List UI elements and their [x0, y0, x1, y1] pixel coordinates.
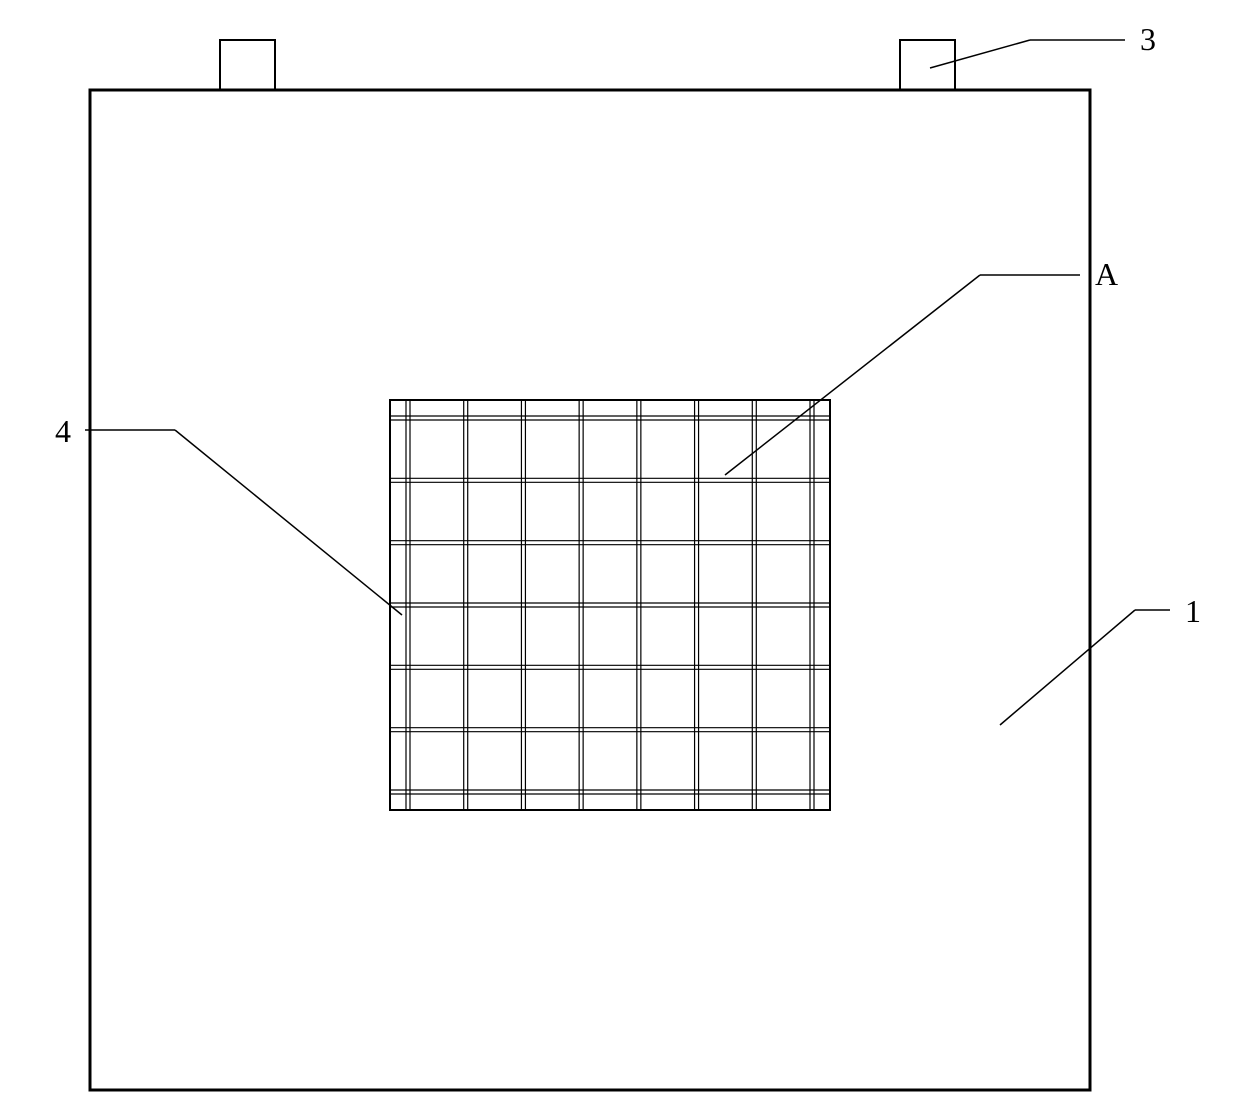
- leader-diagonal: [930, 40, 1030, 68]
- callout-label-1: 1: [1185, 593, 1201, 629]
- terminal-right: [900, 40, 955, 90]
- leader-diagonal: [725, 275, 980, 475]
- grid-panel: [390, 400, 830, 810]
- callout-1: 1: [1000, 593, 1201, 725]
- callout-3: 3: [930, 21, 1156, 68]
- callout-4: 4: [55, 413, 402, 615]
- main-body: [90, 90, 1090, 1090]
- callout-label-A: A: [1095, 256, 1118, 292]
- technical-diagram: 3 A 4 1: [0, 0, 1240, 1119]
- diagram-svg: 3 A 4 1: [0, 0, 1240, 1119]
- grid-outer-border: [390, 400, 830, 810]
- callout-A: A: [725, 256, 1118, 475]
- callout-label-4: 4: [55, 413, 71, 449]
- callout-label-3: 3: [1140, 21, 1156, 57]
- terminal-left: [220, 40, 275, 90]
- leader-diagonal: [175, 430, 402, 615]
- leader-diagonal: [1000, 610, 1135, 725]
